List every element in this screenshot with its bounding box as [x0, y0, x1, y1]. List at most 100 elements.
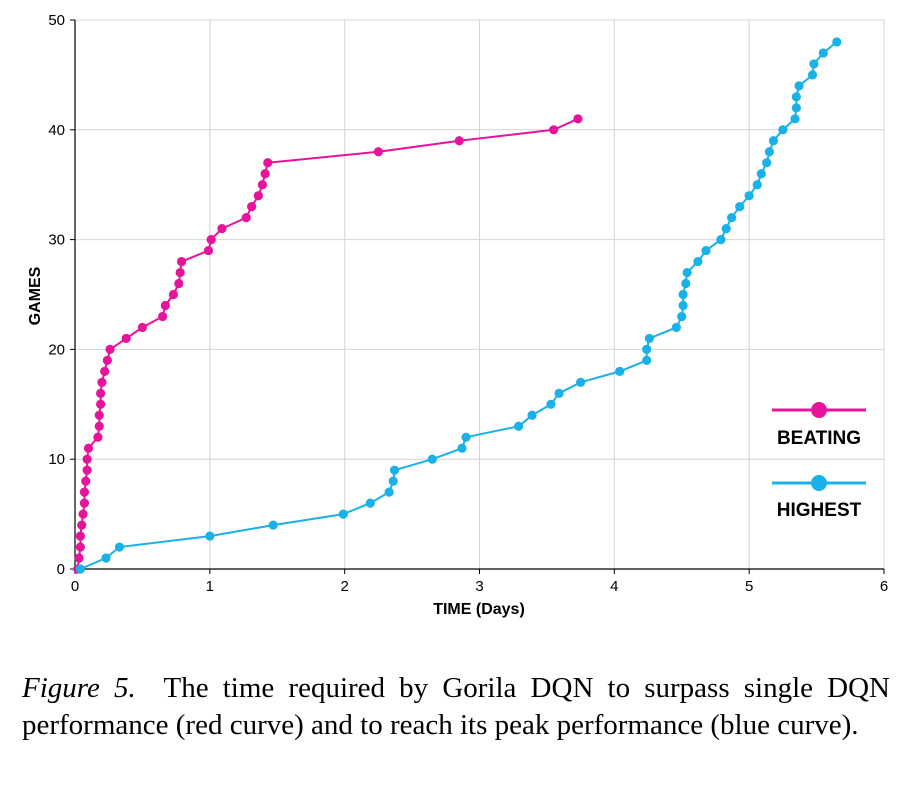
data-point-highest — [671, 322, 681, 333]
y-tick-label: 50 — [48, 12, 65, 29]
data-point-beating — [82, 454, 92, 464]
data-point-highest — [644, 333, 654, 344]
legend-marker-highest — [811, 475, 827, 491]
data-point-beating — [97, 377, 107, 387]
y-tick-label: 20 — [48, 341, 65, 358]
data-point-beating — [454, 136, 464, 146]
data-point-beating — [96, 388, 106, 398]
y-tick-label: 10 — [48, 451, 65, 468]
data-point-highest — [701, 245, 711, 256]
data-point-highest — [642, 355, 652, 365]
data-point-beating — [373, 147, 383, 157]
data-point-beating — [94, 410, 104, 420]
y-tick-label: 0 — [57, 561, 65, 578]
data-point-highest — [388, 476, 398, 486]
data-point-highest — [427, 454, 437, 464]
data-point-beating — [174, 278, 184, 289]
data-point-highest — [546, 399, 556, 409]
legend: BEATING HIGHEST — [772, 402, 866, 521]
data-point-beating — [160, 300, 170, 311]
data-point-beating — [93, 432, 103, 442]
figure-caption: Figure 5. The time required by Gorila DQ… — [22, 670, 890, 744]
grid — [74, 19, 885, 570]
data-point-highest — [764, 147, 774, 157]
data-point-highest — [818, 48, 828, 58]
data-point-beating — [176, 256, 187, 267]
data-point-beating — [79, 498, 90, 508]
y-axis-title: GAMES — [27, 266, 44, 325]
data-point-highest — [75, 564, 85, 574]
data-point-beating — [137, 322, 148, 333]
data-point-beating — [83, 443, 94, 453]
data-point-beating — [75, 531, 85, 541]
data-point-highest — [642, 344, 652, 354]
data-point-highest — [727, 213, 737, 223]
data-point-beating — [102, 355, 112, 365]
y-tick-label: 30 — [48, 232, 65, 249]
data-point-highest — [807, 70, 818, 80]
data-point-beating — [79, 487, 90, 497]
data-point-beating — [82, 465, 92, 475]
x-tick-label: 0 — [71, 578, 79, 595]
data-point-beating — [78, 509, 88, 519]
series-line-highest — [80, 41, 838, 570]
data-point-highest — [791, 92, 801, 102]
data-point-highest — [678, 300, 688, 311]
data-point-highest — [768, 136, 779, 146]
legend-label-beating: BEATING — [777, 428, 861, 449]
data-point-beating — [158, 311, 168, 322]
data-point-highest — [576, 377, 586, 387]
legend-marker-beating — [811, 402, 827, 418]
data-point-beating — [168, 289, 179, 300]
data-point-beating — [74, 553, 84, 563]
data-point-highest — [384, 487, 394, 497]
data-point-highest — [205, 531, 215, 541]
caption-figure-label: Figure 5. — [22, 672, 136, 704]
y-tick-label: 40 — [48, 122, 65, 139]
data-point-highest — [791, 103, 801, 113]
data-point-highest — [744, 191, 754, 201]
data-point-highest — [832, 37, 842, 47]
data-point-highest — [693, 256, 703, 267]
data-point-highest — [762, 158, 772, 168]
data-point-highest — [756, 169, 766, 179]
x-tick-label: 6 — [880, 578, 888, 595]
caption-text: The time required by Gorila DQN to surpa… — [22, 672, 890, 741]
x-tick-label: 5 — [745, 578, 753, 595]
x-tick-label: 2 — [340, 578, 348, 595]
data-point-beating — [241, 213, 251, 223]
data-point-beating — [257, 180, 268, 190]
axes — [70, 19, 885, 574]
series-layer — [73, 37, 842, 574]
data-point-beating — [77, 520, 87, 530]
data-point-highest — [681, 278, 691, 289]
data-point-highest — [794, 81, 804, 91]
data-point-highest — [682, 267, 692, 278]
data-point-beating — [81, 476, 91, 486]
data-point-highest — [457, 443, 467, 453]
data-point-highest — [615, 366, 625, 376]
series-beating — [73, 114, 583, 574]
y-tick-labels: 0 10 20 30 40 50 — [48, 12, 65, 578]
data-point-highest — [338, 509, 348, 519]
data-point-beating — [94, 421, 104, 431]
series-line-beating — [76, 117, 579, 570]
data-point-highest — [678, 289, 688, 300]
data-point-highest — [735, 202, 745, 212]
data-point-beating — [217, 224, 227, 234]
data-point-highest — [809, 59, 819, 69]
data-point-highest — [514, 421, 524, 431]
data-point-beating — [175, 267, 185, 278]
data-point-beating — [549, 125, 559, 135]
x-tick-labels: 0 1 2 3 4 5 6 — [71, 578, 888, 595]
data-point-beating — [253, 191, 263, 201]
data-point-highest — [114, 542, 125, 552]
data-point-beating — [247, 202, 257, 212]
data-point-beating — [260, 169, 270, 179]
data-point-beating — [206, 235, 216, 245]
data-point-highest — [716, 235, 726, 245]
data-point-highest — [268, 520, 278, 530]
data-point-beating — [203, 245, 214, 256]
data-point-beating — [75, 542, 85, 552]
x-tick-label: 3 — [475, 578, 483, 595]
